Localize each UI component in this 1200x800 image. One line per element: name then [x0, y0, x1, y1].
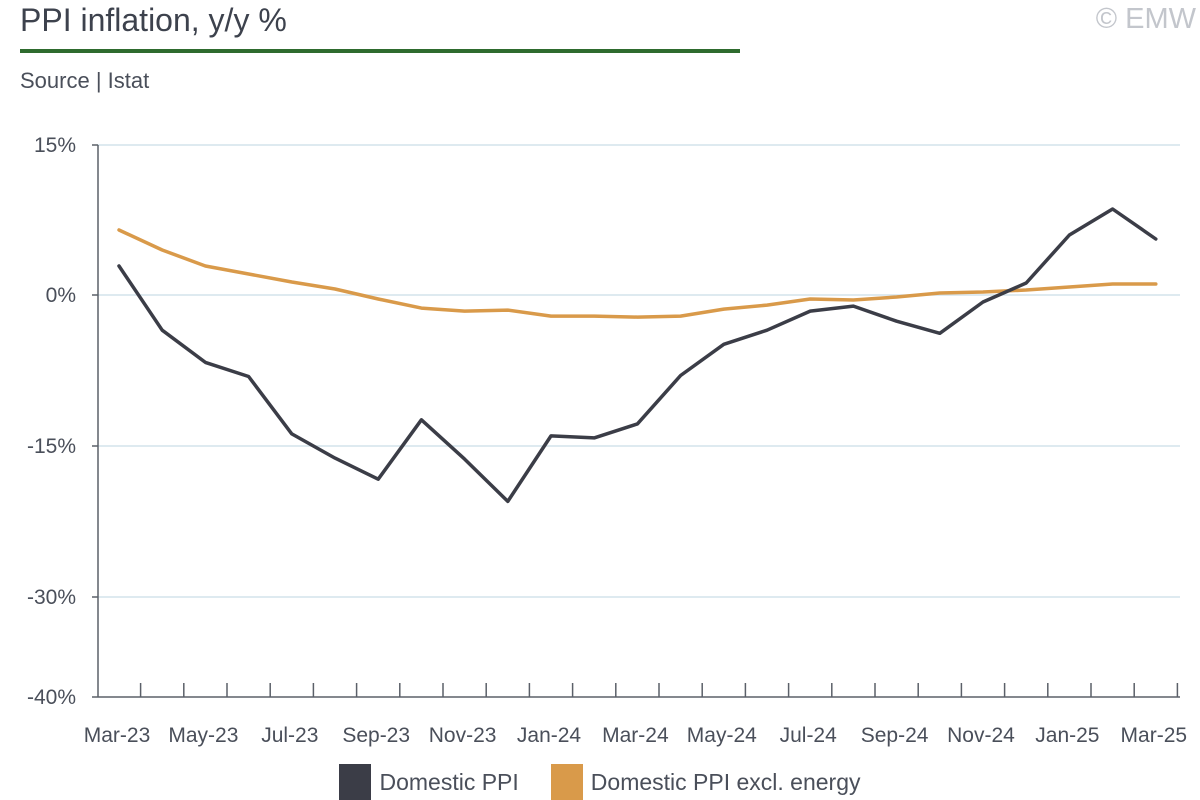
x-tick-label: May-24 — [687, 724, 757, 747]
series-line-domestic-ppi — [117, 207, 1158, 504]
y-tick-label: 0% — [46, 284, 76, 307]
source-label: Source | Istat — [20, 68, 150, 93]
y-tick-label: -40% — [27, 686, 76, 709]
x-tick-label: Mar-24 — [602, 724, 669, 747]
grid-lines — [92, 144, 1180, 698]
y-tick-labels: 15% 0% -15% -30% -40% — [27, 134, 76, 709]
x-tick-label: Sep-24 — [861, 724, 929, 747]
legend-item-domestic-ppi[interactable]: Domestic PPI — [339, 764, 519, 800]
legend-label-domestic-ppi-excl-energy: Domestic PPI excl. energy — [590, 768, 861, 795]
x-tick-labels: Mar-23 May-23 Jul-23 Sep-23 Nov-23 Jan-24 Mar-… — [84, 724, 1187, 747]
x-tick-label: Nov-24 — [947, 724, 1015, 747]
x-tick-label: May-23 — [168, 724, 238, 747]
axes — [97, 145, 1180, 698]
x-tick-label: Mar-25 — [1121, 724, 1188, 747]
legend: Domestic PPI Domestic PPI excl. energy — [0, 764, 1200, 800]
chart-title: PPI inflation, y/y % — [20, 2, 287, 38]
x-tick-label: Jul-24 — [780, 724, 838, 747]
x-tick-label: Nov-23 — [429, 724, 497, 747]
x-tick-label: Mar-23 — [84, 724, 151, 747]
series-lines — [117, 207, 1158, 504]
y-tick-label: -15% — [27, 435, 76, 458]
legend-swatch-domestic-ppi — [339, 764, 372, 800]
legend-swatch-domestic-ppi-excl-energy — [550, 764, 583, 800]
series-line-domestic-ppi-excl-energy — [117, 228, 1158, 319]
copyright-label: © EMW — [1095, 3, 1196, 35]
y-tick-label: -30% — [27, 586, 76, 609]
x-tick-label: Jan-24 — [517, 724, 582, 747]
legend-label-domestic-ppi: Domestic PPI — [379, 768, 519, 795]
title-underline — [20, 49, 740, 53]
x-tick-marks — [139, 683, 1179, 697]
x-tick-label: Jan-25 — [1035, 724, 1099, 747]
x-tick-label: Sep-23 — [342, 724, 410, 747]
y-tick-label: 15% — [34, 134, 76, 157]
x-tick-label: Jul-23 — [261, 724, 318, 747]
legend-item-domestic-ppi-excl-energy[interactable]: Domestic PPI excl. energy — [550, 764, 861, 800]
